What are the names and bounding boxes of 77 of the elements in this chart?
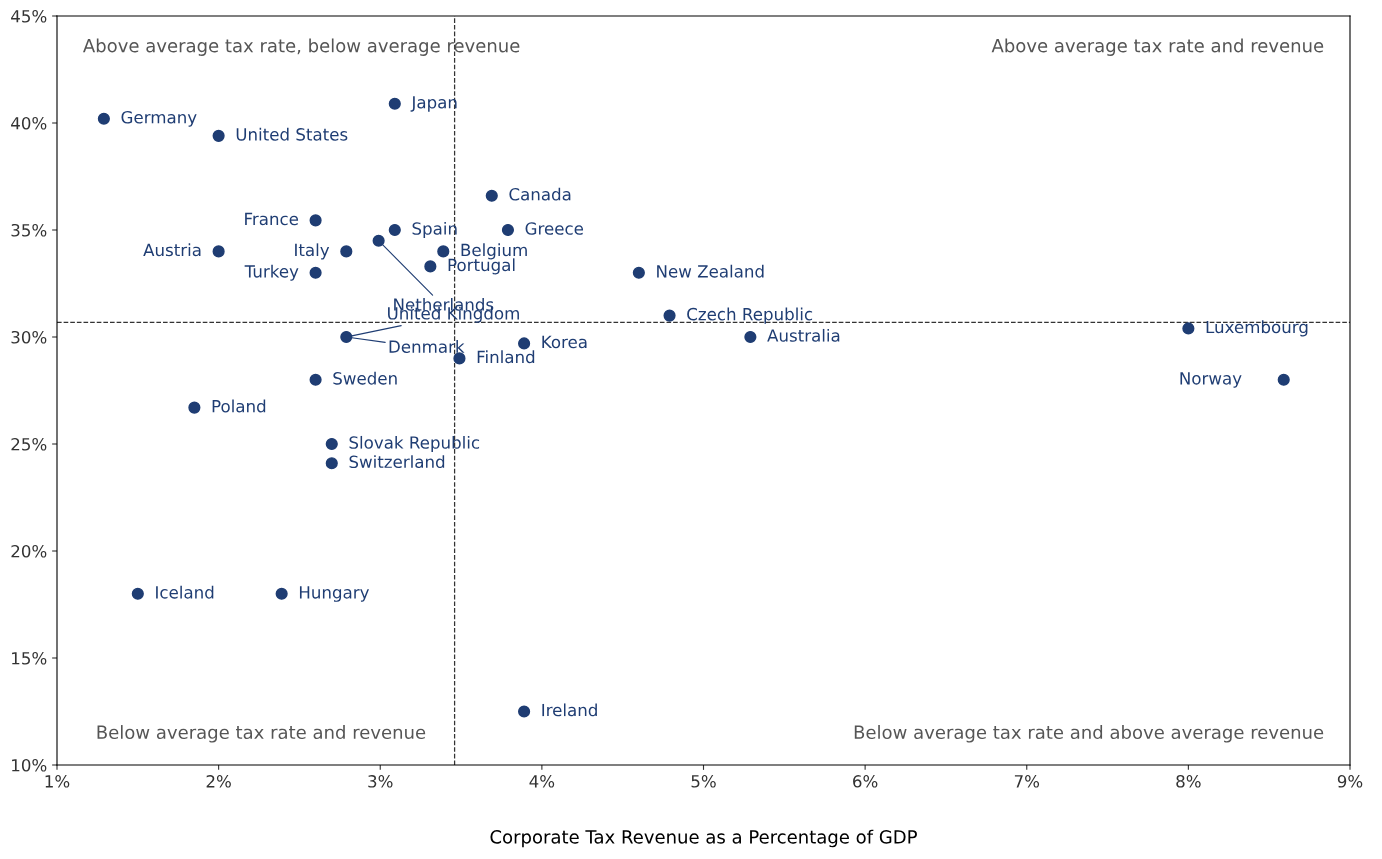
y-tick-label: 15% — [12, 651, 47, 665]
annotation: Norway — [1180, 372, 1242, 388]
annotation: Above average tax rate and revenue — [991, 38, 1324, 56]
point — [275, 587, 288, 600]
point — [388, 223, 401, 237]
x-tick-label: 9% — [1337, 775, 1363, 788]
point — [632, 266, 645, 279]
annotation: Italy — [295, 243, 330, 260]
y-tick-label: 30% — [11, 330, 47, 344]
point — [485, 189, 498, 202]
point — [188, 401, 201, 414]
annotation: Portugal — [448, 258, 515, 275]
y-tick-label: 10% — [12, 758, 47, 772]
annotation: Below average tax rate and above average revenue — [854, 725, 1324, 743]
annotation: Austria — [143, 243, 201, 257]
y-tick-label: 40% — [11, 116, 47, 130]
y-tick-label: 20% — [11, 544, 47, 558]
x-tick-label: 6% — [853, 775, 878, 788]
annotation: France — [245, 212, 299, 226]
point — [388, 97, 401, 110]
x-tick-label: 3% — [368, 775, 393, 788]
x-tick-label: 2% — [206, 775, 231, 788]
annotation: Finland — [477, 350, 535, 364]
annotation: New Zealand — [657, 264, 764, 278]
annotation: Hungary — [299, 586, 369, 602]
point — [744, 330, 757, 344]
point — [518, 705, 531, 718]
point — [97, 112, 110, 125]
x-tick-label: 1% — [45, 775, 70, 788]
point — [424, 260, 437, 273]
annotation: Poland — [212, 399, 266, 413]
point — [325, 457, 338, 470]
point — [309, 373, 322, 386]
annotation: Slovak Republic — [349, 435, 480, 453]
point — [212, 245, 225, 258]
annotation: Turkey — [244, 264, 299, 281]
annotation: Greece — [525, 222, 584, 235]
annotation: Korea — [542, 335, 587, 349]
point — [212, 129, 225, 142]
point — [518, 337, 531, 350]
point — [309, 266, 322, 279]
annotation: Switzerland — [349, 455, 445, 469]
annotation: Luxembourg — [1206, 320, 1308, 337]
annotation: Czech Republic — [687, 307, 813, 324]
annotation: Canada — [509, 187, 571, 201]
point — [453, 352, 466, 365]
annotation: Ireland — [542, 703, 597, 717]
x-tick-label: 7% — [1014, 775, 1040, 788]
point — [131, 587, 144, 600]
point — [1277, 373, 1290, 386]
y-tick-label: 35% — [11, 223, 47, 237]
annotation: United States — [236, 127, 348, 141]
x-tick-label: 4% — [529, 775, 555, 788]
annotation: Denmark — [389, 340, 465, 353]
y-tick-label: 45% — [11, 9, 47, 23]
x-tick-label: 5% — [691, 775, 716, 788]
annotation: Spain — [412, 221, 457, 239]
annotation: Japan — [410, 96, 457, 112]
point — [501, 223, 515, 237]
annotation: Iceland — [156, 585, 214, 599]
annotation: Belgium — [461, 243, 527, 260]
annotation: Sweden — [333, 371, 397, 385]
annotation: Above average tax rate, below average revenue — [83, 38, 520, 56]
point — [663, 309, 676, 322]
point — [1182, 322, 1195, 335]
point — [309, 214, 322, 227]
annotation: Below average tax rate and revenue — [97, 725, 426, 743]
point — [325, 437, 338, 451]
point — [372, 234, 385, 247]
annotation: Australia — [767, 328, 840, 342]
point — [340, 330, 353, 344]
annotation: Germany — [121, 110, 197, 127]
point — [437, 245, 450, 258]
x-axis-title: Corporate Tax Revenue as a Percentage of GDP — [490, 829, 917, 848]
y-tick-label: 25% — [11, 437, 47, 451]
x-tick-label: 8% — [1176, 775, 1201, 788]
point — [340, 245, 353, 258]
